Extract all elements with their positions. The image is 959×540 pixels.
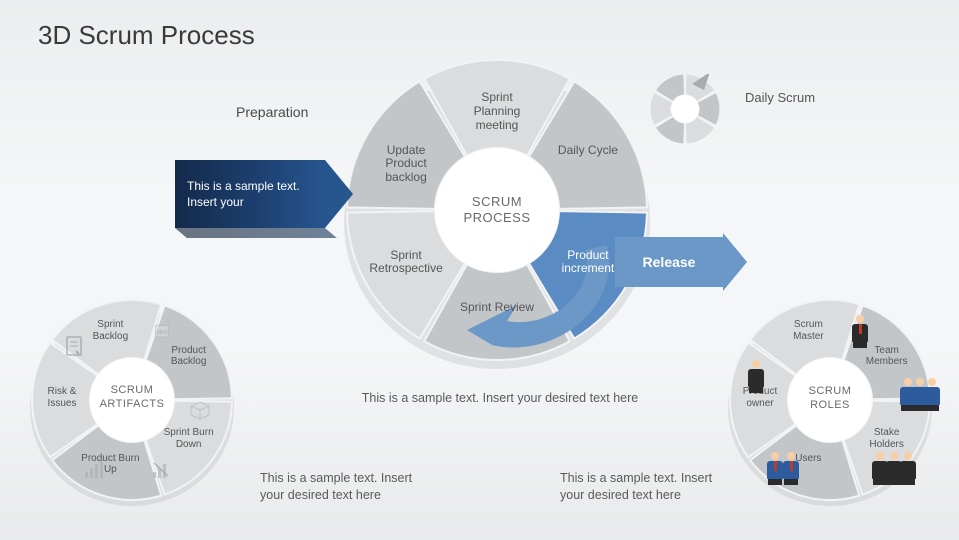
preparation-caption: Preparation (236, 104, 308, 120)
clipboard-icon (62, 334, 86, 358)
daily-scrum-mini-ring (650, 74, 720, 149)
box-icon (188, 398, 212, 422)
scrum-roles-center-label: SCRUM ROLES (792, 385, 868, 413)
ring-segment-label: Sprint Planning meeting (458, 91, 536, 132)
scrum-process-ring: SCRUM PROCESS Sprint Planning meeting Dai… (347, 60, 647, 360)
scrum-process-center-label: SCRUM PROCESS (457, 194, 537, 227)
person-scrum-master-icon (850, 315, 870, 347)
page-title: 3D Scrum Process (38, 20, 255, 51)
daily-scrum-label: Daily Scrum (745, 90, 815, 107)
ring-segment-label: Sprint Review (458, 301, 536, 315)
artifacts-footer-text: This is a sample text. Insert your desir… (260, 470, 430, 504)
ring-segment-label: Sprint Retrospective (367, 249, 445, 277)
release-label: Release (615, 237, 723, 287)
ring-segment-label: Update Product backlog (367, 144, 445, 185)
preparation-arrow: This is a sample text. Insert your (175, 160, 355, 242)
svg-text:Story: Story (156, 330, 168, 336)
ring-segment-label: Product Backlog (159, 345, 219, 368)
release-arrow: Release (615, 237, 723, 287)
person-product-owner-icon (746, 360, 766, 392)
ring-segment-label: Scrum Master (779, 319, 837, 342)
ring-segment-label: Sprint Backlog (80, 319, 140, 342)
chart-up-icon (82, 458, 106, 482)
ring-segment-label: Team Members (858, 345, 916, 368)
roles-footer-text: This is a sample text. Insert your desir… (560, 470, 730, 504)
ring-segment-label: Stake Holders (858, 427, 916, 450)
chart-down-icon (150, 458, 174, 482)
preparation-text: This is a sample text. Insert your (175, 160, 325, 228)
ring-segment-label: Risk & Issues (32, 386, 92, 409)
main-footer-text: This is a sample text. Insert your desir… (360, 390, 640, 407)
scrum-artifacts-center-label: SCRUM ARTIFACTS (88, 384, 176, 412)
ring-segment-label: Sprint Burn Down (159, 427, 219, 450)
tag-icon: Story (152, 322, 172, 342)
ring-segment-label: Daily Cycle (549, 144, 627, 158)
